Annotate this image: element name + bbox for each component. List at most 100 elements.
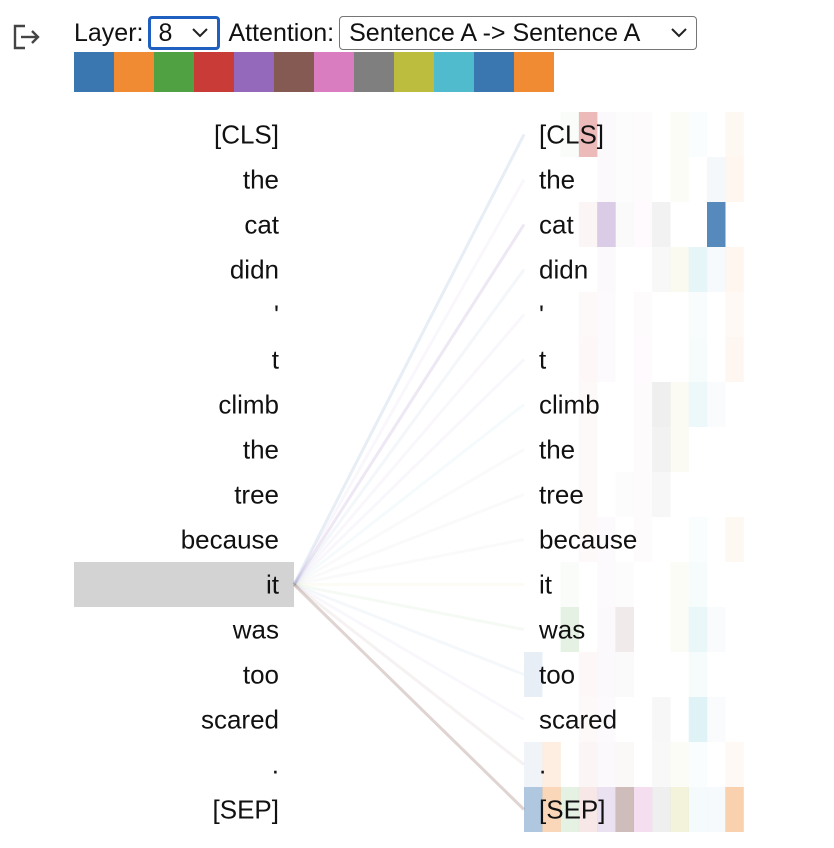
attention-cell [689, 517, 708, 562]
attention-cell [560, 607, 580, 652]
right-token[interactable]: was [538, 615, 585, 645]
left-token[interactable]: ' [274, 300, 279, 330]
left-token[interactable]: the [243, 435, 279, 465]
right-token[interactable]: . [539, 750, 546, 780]
attention-cell [579, 292, 598, 337]
attention-cell [615, 742, 634, 787]
attention-cell [542, 787, 561, 832]
right-token[interactable]: too [539, 660, 575, 690]
head-swatch-11[interactable] [514, 52, 554, 92]
attention-select[interactable]: Sentence A -> Sentence A [339, 16, 698, 50]
attention-cell [670, 787, 689, 832]
attention-line [293, 538, 525, 586]
attention-lines-layer [292, 133, 526, 811]
right-token[interactable]: the [539, 165, 575, 195]
attention-cell [597, 652, 616, 697]
head-swatch-1[interactable] [114, 52, 154, 92]
right-token[interactable]: cat [539, 210, 574, 240]
attention-line [292, 178, 526, 586]
attention-cell [634, 157, 653, 202]
left-token[interactable]: [CLS] [214, 120, 279, 150]
left-token[interactable]: the [243, 165, 279, 195]
right-token[interactable]: tree [539, 480, 584, 510]
selected-token-highlight [74, 562, 294, 607]
head-swatch-2[interactable] [154, 52, 194, 92]
attention-line [292, 133, 526, 586]
head-swatch-0[interactable] [74, 52, 114, 92]
right-token[interactable]: t [539, 345, 547, 375]
attention-line [293, 583, 525, 676]
attention-cell [524, 742, 543, 787]
head-swatch-8[interactable] [394, 52, 434, 92]
attention-cell [652, 202, 671, 247]
left-token[interactable]: climb [218, 390, 279, 420]
right-token[interactable]: [SEP] [539, 795, 605, 825]
attention-cell [707, 787, 726, 832]
chevron-down-icon [192, 28, 209, 38]
attention-cell [652, 247, 671, 292]
right-token[interactable]: the [539, 435, 575, 465]
right-token[interactable]: it [539, 570, 553, 600]
attention-cell [634, 382, 653, 427]
attention-cell [725, 157, 744, 202]
left-token[interactable]: too [243, 660, 279, 690]
attention-cell [670, 607, 689, 652]
attention-cell [688, 652, 708, 697]
layer-select[interactable]: 8 [148, 16, 221, 50]
attention-cell [670, 382, 689, 427]
attention-line [293, 403, 525, 586]
head-swatch-3[interactable] [194, 52, 234, 92]
attention-cell [707, 382, 726, 427]
attention-line [293, 583, 525, 631]
left-token[interactable]: scared [201, 705, 279, 735]
left-token[interactable]: didn [230, 255, 279, 285]
attention-line [292, 268, 526, 586]
left-token[interactable]: was [232, 615, 279, 645]
head-swatch-7[interactable] [354, 52, 394, 92]
attention-cell [597, 247, 616, 292]
head-swatch-10[interactable] [474, 52, 514, 92]
attention-cell [560, 787, 580, 832]
left-token[interactable]: [SEP] [213, 795, 279, 825]
attention-line [292, 583, 526, 811]
right-token[interactable]: scared [539, 705, 617, 735]
attention-cell [633, 787, 653, 832]
head-swatch-9[interactable] [434, 52, 474, 92]
attention-cell [561, 562, 580, 607]
attention-cell [616, 472, 635, 517]
left-token[interactable]: . [272, 750, 279, 780]
attention-cell [670, 247, 689, 292]
left-token[interactable]: cat [244, 210, 279, 240]
right-token[interactable]: [CLS] [539, 120, 604, 150]
layer-select-value: 8 [158, 18, 173, 47]
attention-cell [597, 787, 616, 832]
right-token[interactable]: ' [539, 300, 544, 330]
attention-cell [634, 472, 653, 517]
attention-cell [670, 427, 689, 472]
attention-cells-layer [524, 112, 744, 832]
attention-cell [633, 337, 653, 382]
left-token[interactable]: t [272, 345, 280, 375]
attention-cell [578, 202, 598, 247]
attention-select-value: Sentence A -> Sentence A [349, 18, 641, 47]
left-token[interactable]: tree [234, 480, 279, 510]
attention-cell [725, 292, 744, 337]
head-swatch-4[interactable] [234, 52, 274, 92]
attention-cell [725, 517, 744, 562]
attention-cell [725, 112, 744, 157]
right-token[interactable]: climb [539, 390, 600, 420]
attention-cell [689, 112, 708, 157]
head-swatch-6[interactable] [314, 52, 354, 92]
left-token[interactable]: because [181, 525, 279, 555]
exit-icon[interactable] [12, 24, 42, 50]
attention-cell [688, 562, 708, 607]
head-swatch-5[interactable] [274, 52, 314, 92]
attention-line [292, 223, 526, 586]
attention-cell [597, 742, 616, 787]
left-token[interactable]: it [266, 570, 280, 600]
right-token[interactable]: didn [539, 255, 588, 285]
attention-cell [670, 157, 689, 202]
attention-cell [652, 697, 671, 742]
right-token[interactable]: because [539, 525, 637, 555]
attention-cell [615, 787, 634, 832]
